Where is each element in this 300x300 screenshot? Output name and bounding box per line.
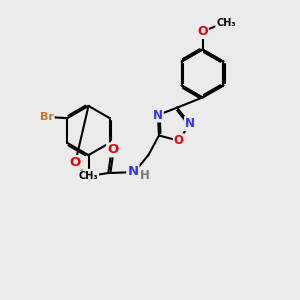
Text: Br: Br (40, 112, 54, 122)
Text: CH₃: CH₃ (216, 18, 236, 28)
Text: N: N (185, 117, 195, 130)
Text: O: O (70, 156, 81, 169)
Text: N: N (153, 109, 163, 122)
Text: O: O (197, 25, 208, 38)
Text: N: N (127, 165, 138, 178)
Text: O: O (107, 143, 118, 156)
Text: H: H (140, 169, 150, 182)
Text: O: O (174, 134, 184, 147)
Text: CH₃: CH₃ (79, 171, 98, 181)
